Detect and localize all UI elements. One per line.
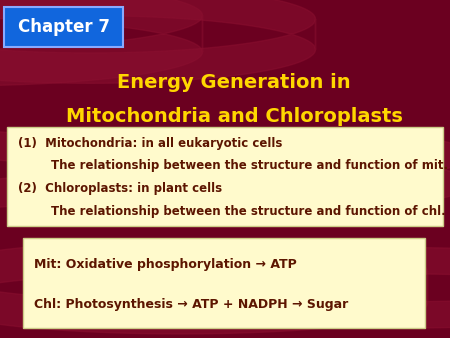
Text: Mit: Oxidative phosphorylation → ATP: Mit: Oxidative phosphorylation → ATP — [34, 258, 297, 271]
Text: (2)  Chloroplasts: in plant cells: (2) Chloroplasts: in plant cells — [18, 182, 222, 195]
FancyBboxPatch shape — [22, 238, 425, 328]
Text: (1)  Mitochondria: in all eukaryotic cells: (1) Mitochondria: in all eukaryotic cell… — [18, 137, 283, 150]
Text: The relationship between the structure and function of chl.: The relationship between the structure a… — [18, 205, 446, 218]
FancyBboxPatch shape — [7, 127, 443, 226]
Text: Energy Generation in: Energy Generation in — [117, 73, 351, 92]
Text: Chl: Photosynthesis → ATP + NADPH → Sugar: Chl: Photosynthesis → ATP + NADPH → Suga… — [34, 298, 348, 311]
FancyBboxPatch shape — [4, 7, 123, 47]
Text: The relationship between the structure and function of mit.: The relationship between the structure a… — [18, 159, 448, 172]
Text: Chapter 7: Chapter 7 — [18, 18, 110, 37]
Text: Mitochondria and Chloroplasts: Mitochondria and Chloroplasts — [66, 107, 402, 126]
